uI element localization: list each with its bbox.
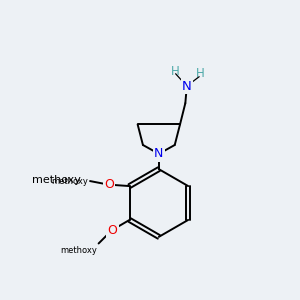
Text: O: O [107, 224, 117, 237]
Text: methoxy: methoxy [60, 246, 97, 255]
Text: N: N [182, 80, 192, 93]
Text: H: H [195, 67, 204, 80]
Text: O: O [104, 178, 114, 191]
Text: methoxy: methoxy [52, 177, 88, 186]
Text: methoxy: methoxy [32, 176, 81, 185]
Text: H: H [171, 65, 180, 78]
Text: N: N [154, 147, 164, 160]
